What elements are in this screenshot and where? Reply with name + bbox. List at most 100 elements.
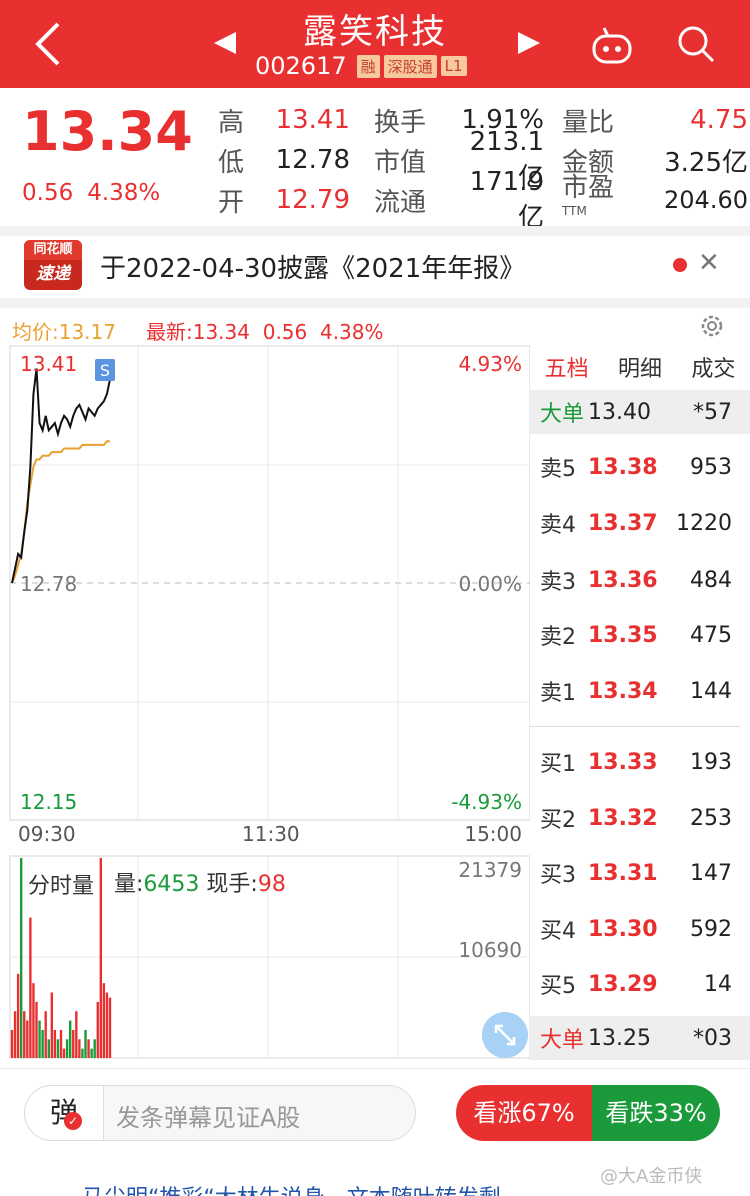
buy-level-1[interactable]: 买1 13.33 193 (540, 749, 732, 778)
stock-header: 露笑科技 002617 融 深股通 L1 (0, 0, 750, 88)
stock-code-row: 002617 融 深股通 L1 (255, 52, 471, 80)
search-icon[interactable] (676, 24, 716, 64)
y-high-label: 13.41 (20, 352, 78, 376)
buy-level-2[interactable]: 买2 13.32 253 (540, 805, 732, 834)
current-price: 13.34 (22, 100, 193, 163)
chart-svg: S (9, 345, 530, 1059)
vol-mid-label: 10690 (458, 938, 522, 962)
float-cap-value: 171.9亿 (469, 166, 544, 233)
next-stock-icon[interactable] (518, 32, 540, 54)
volume-bar (96, 1001, 99, 1058)
amount-label: 金额 (562, 147, 615, 178)
danmu-toggle-button[interactable]: 弹 (24, 1085, 104, 1141)
big-order-bottom[interactable]: 大单 13.25 *03 (530, 1016, 750, 1060)
low-value: 12.78 (275, 145, 350, 175)
sell-level-1[interactable]: 卖1 13.34 144 (540, 678, 732, 707)
buy-level-5[interactable]: 买5 13.29 14 (540, 971, 732, 1000)
volume-readout: 量:6453 现手:98 (114, 872, 286, 897)
stock-name: 露笑科技 (303, 12, 447, 52)
divider (530, 726, 740, 727)
robot-icon[interactable] (590, 26, 634, 66)
divider (0, 298, 750, 308)
volume-bar (62, 1048, 66, 1058)
volume-bar (26, 1020, 29, 1058)
volume-bars (10, 858, 112, 1058)
watermark: @大A金币侠 (600, 1166, 703, 1187)
vote-up-button[interactable]: 看涨67% (456, 1085, 592, 1141)
close-icon[interactable]: ✕ (698, 248, 720, 278)
volume-bar (50, 992, 54, 1058)
volume-bar (99, 858, 103, 1058)
volume-bar (19, 858, 23, 1058)
high-value: 13.41 (275, 105, 350, 135)
volume-bar (56, 1039, 60, 1058)
back-arrow-icon[interactable] (28, 20, 68, 68)
divider (0, 1068, 750, 1069)
latest-price-label: 最新:13.34 0.56 4.38% (146, 320, 384, 344)
sell-level-2[interactable]: 卖2 13.35 475 (540, 622, 732, 651)
volume-bar (65, 1039, 69, 1058)
buy-level-3[interactable]: 买3 13.31 147 (540, 860, 732, 889)
stock-code: 002617 (255, 52, 347, 80)
prev-stock-icon[interactable] (214, 32, 236, 54)
time-mid-label: 11:30 (242, 822, 300, 846)
time-end-label: 15:00 (464, 822, 522, 846)
volume-bar (59, 1029, 63, 1058)
check-icon: ✓ (64, 1112, 82, 1130)
unread-dot-icon (673, 258, 687, 272)
y-mid-label: 12.78 (20, 572, 78, 596)
volume-bar (13, 1011, 17, 1058)
intraday-chart[interactable]: S 13.41 12.78 12.15 4.93% 0.00% -4.93% 0… (0, 340, 530, 1070)
vote-down-button[interactable]: 看跌33% (592, 1085, 720, 1141)
volume-bar (10, 1029, 14, 1058)
float-cap-label: 流通 (374, 187, 427, 218)
avg-price-label: 均价:13.17 (12, 320, 116, 344)
big-order-top[interactable]: 大单 13.40 *57 (530, 390, 750, 434)
turnover-label: 换手 (374, 107, 427, 138)
tab-details[interactable]: 明细 (617, 357, 662, 382)
volume-bar (102, 983, 106, 1058)
volume-bar (78, 1039, 81, 1058)
volume-bar (84, 1029, 87, 1058)
pct-high-label: 4.93% (458, 352, 522, 376)
news-headline[interactable]: 于2022-04-30披露《2021年年报》 (100, 254, 526, 284)
time-start-label: 09:30 (18, 822, 76, 846)
open-label: 开 (218, 187, 245, 218)
y-low-label: 12.15 (20, 790, 78, 814)
amount-value: 3.25亿 (664, 147, 748, 178)
volume-title[interactable]: 分时量 (28, 874, 95, 899)
change-amount: 0.56 (22, 180, 74, 206)
sell-level-4[interactable]: 卖4 13.37 1220 (540, 510, 732, 539)
divider (0, 226, 750, 236)
high-label: 高 (218, 107, 245, 138)
connect-tag: 深股通 (383, 54, 437, 78)
sell-marker-icon (95, 359, 115, 381)
price-change: 0.56 4.38% (22, 180, 174, 206)
volume-bar (32, 983, 35, 1058)
volume-bar (68, 1020, 72, 1058)
tab-five-levels[interactable]: 五档 (530, 348, 604, 394)
danmu-input[interactable]: 发条弹幕见证A股 (116, 1104, 301, 1132)
volume-bar (47, 1039, 50, 1058)
sell-marker: S (100, 361, 110, 380)
volume-bar (29, 917, 32, 1058)
news-peek[interactable]: ＿马尖明“推彩“大林生说身，文本随叶转发剩 (60, 1180, 620, 1196)
volume-bar (44, 1011, 47, 1058)
market-cap-value: 213.1亿 (469, 126, 544, 193)
volume-bar (35, 1001, 38, 1058)
volume-bar (90, 1048, 93, 1058)
chart-info: 均价:13.17 最新:13.34 0.56 4.38% (12, 316, 384, 345)
ttm-sup: TTM (562, 203, 587, 218)
buy-level-4[interactable]: 买4 13.30 592 (540, 916, 732, 945)
expand-icon[interactable] (482, 1012, 528, 1058)
level-tag: L1 (440, 56, 467, 76)
market-cap-label: 市值 (374, 147, 427, 178)
sell-level-3[interactable]: 卖3 13.36 484 (540, 567, 732, 596)
volume-ratio-value: 4.75 (690, 105, 748, 135)
volume-bar (75, 1011, 78, 1058)
news-logo: 同花顺 速递 (24, 240, 82, 290)
gear-icon[interactable] (698, 312, 726, 340)
sell-level-5[interactable]: 卖5 13.38 953 (540, 454, 732, 483)
tab-trades[interactable]: 成交 (691, 357, 736, 382)
volume-bar (23, 1011, 26, 1058)
